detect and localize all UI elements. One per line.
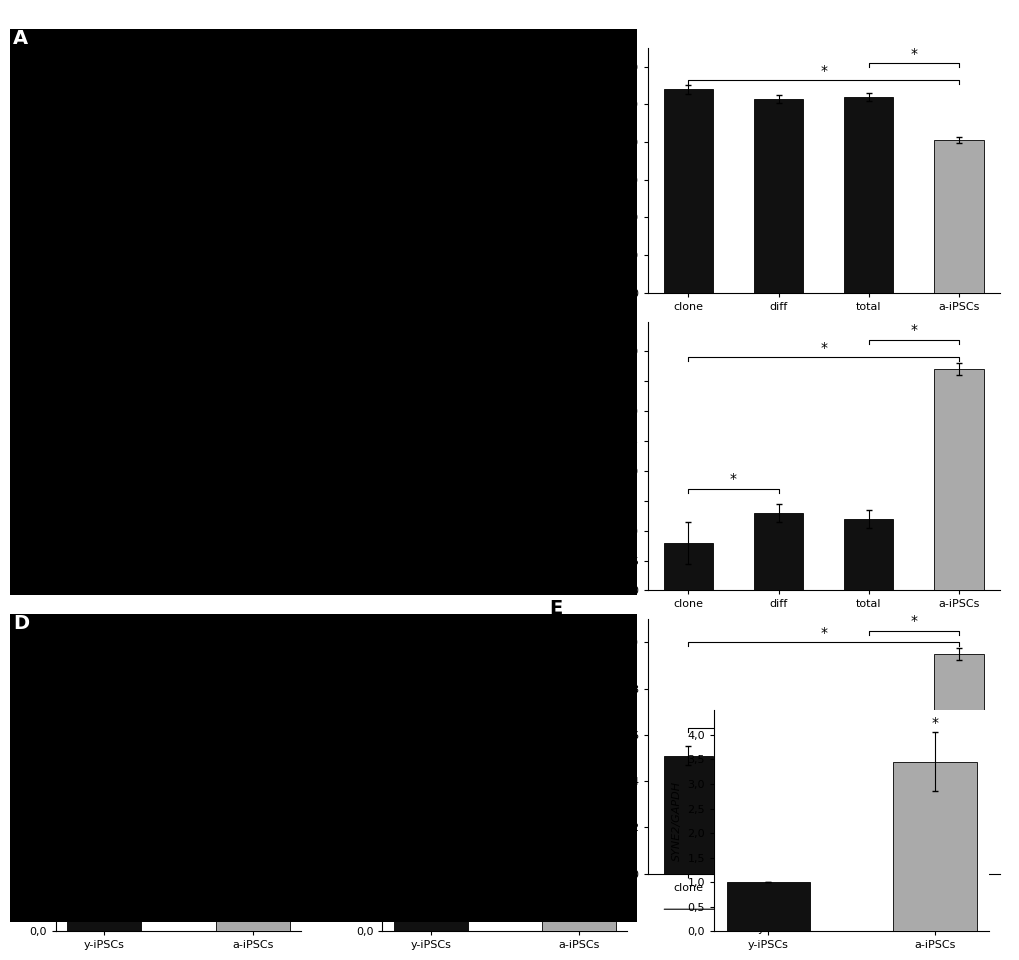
- Text: *: *: [909, 614, 916, 628]
- Bar: [393, 868, 468, 931]
- Text: A: A: [13, 29, 29, 48]
- Y-axis label: Mean Fluorescence Intensity: Mean Fluorescence Intensity: [601, 90, 611, 251]
- Text: E: E: [548, 599, 561, 618]
- Bar: [726, 882, 809, 931]
- Text: y-iPSCs: y-iPSCs: [757, 342, 798, 351]
- Bar: [663, 89, 712, 293]
- Bar: [893, 762, 976, 931]
- Bar: [541, 764, 615, 931]
- Bar: [67, 747, 142, 931]
- Text: y-iPSCs: y-iPSCs: [757, 924, 798, 934]
- Text: *: *: [819, 341, 826, 355]
- Bar: [663, 756, 712, 874]
- Text: *: *: [249, 844, 256, 857]
- Text: *: *: [909, 323, 916, 337]
- Bar: [843, 781, 893, 874]
- Text: B: B: [548, 29, 564, 47]
- Bar: [663, 542, 712, 590]
- Y-axis label: LmnB1/GAPDH: LmnB1/GAPDH: [14, 780, 23, 862]
- Bar: [843, 518, 893, 590]
- Y-axis label: Mean Fluorescence Intensity: Mean Fluorescence Intensity: [608, 376, 619, 536]
- Bar: [843, 97, 893, 293]
- Text: *: *: [730, 472, 737, 486]
- Y-axis label: EMD/GAPDH: EMD/GAPDH: [340, 786, 350, 855]
- Text: *: *: [730, 711, 737, 726]
- Text: *: *: [930, 716, 937, 730]
- Text: *: *: [575, 728, 582, 742]
- Text: *: *: [909, 47, 916, 60]
- Text: *: *: [819, 626, 826, 639]
- Bar: [753, 513, 803, 590]
- Text: C: C: [548, 300, 562, 319]
- Text: D: D: [13, 614, 30, 634]
- Y-axis label: SYNE2/GAPDH: SYNE2/GAPDH: [672, 780, 681, 861]
- Bar: [933, 140, 982, 293]
- Bar: [933, 654, 982, 874]
- Text: H: H: [618, 688, 633, 708]
- Text: G: G: [297, 688, 313, 708]
- Y-axis label: Mean Fluorescence Intensity: Mean Fluorescence Intensity: [608, 666, 619, 827]
- Text: *: *: [819, 63, 826, 78]
- Bar: [933, 370, 982, 590]
- Bar: [753, 783, 803, 874]
- Bar: [215, 876, 289, 931]
- Text: y-iPSCs: y-iPSCs: [757, 644, 798, 654]
- Bar: [753, 99, 803, 293]
